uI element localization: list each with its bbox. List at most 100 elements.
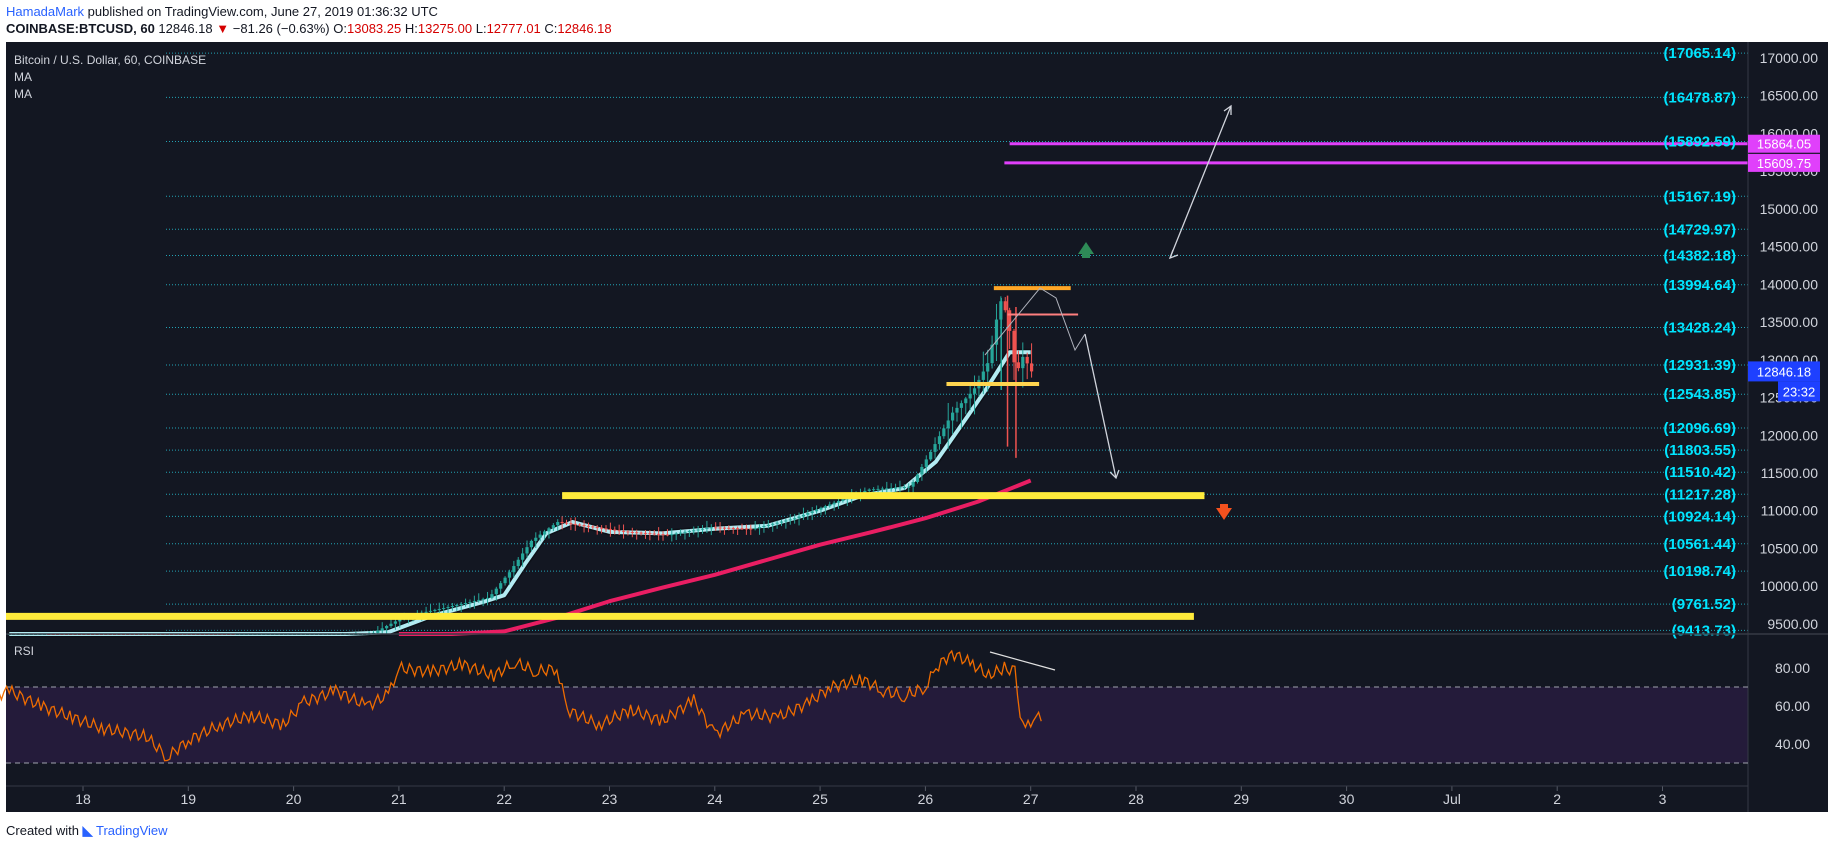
candle-body — [876, 488, 880, 490]
candle-body — [1029, 363, 1034, 372]
candle-body — [955, 407, 959, 413]
candle-body — [753, 528, 757, 530]
candle-body — [398, 619, 402, 622]
candle-body — [459, 604, 463, 606]
candle-body — [529, 540, 534, 548]
candle-body — [898, 487, 902, 489]
tradingview-logo-icon[interactable]: ◣ — [82, 823, 93, 838]
candle-body — [806, 513, 810, 515]
candle-body — [437, 608, 441, 610]
time-tick-11: 29 — [1234, 791, 1250, 807]
candle-body — [1008, 310, 1012, 331]
level-label-10: (12096.69) — [1663, 420, 1736, 437]
candle-body — [762, 525, 766, 528]
projection-up-arrowhead — [1223, 104, 1232, 115]
candle-body — [604, 528, 608, 530]
candle-body — [968, 393, 972, 399]
time-tick-10: 28 — [1128, 791, 1144, 807]
candle-body — [542, 531, 547, 535]
level-label-6: (13994.64) — [1663, 277, 1736, 294]
tradingview-brand[interactable]: TradingView — [96, 823, 168, 838]
projection-down-line[interactable] — [1084, 333, 1117, 479]
candle-body — [507, 572, 512, 578]
candle-body — [1016, 362, 1021, 369]
candle-body — [481, 598, 485, 600]
time-tick-14: 2 — [1553, 791, 1561, 807]
chart-legend-title: Bitcoin / U.S. Dollar, 60, COINBASE — [14, 53, 206, 67]
level-label-18: (9413.73) — [1672, 622, 1736, 639]
candle-body — [512, 566, 516, 573]
candle-body — [591, 526, 595, 528]
candle-body — [516, 559, 520, 567]
candle-body — [872, 489, 876, 491]
time-axis-ticks[interactable]: 18 19 20 21 22 23 24 25 26 27 28 29 30 Jul 2 3 — [75, 786, 1667, 807]
candle-body — [433, 609, 437, 611]
level-label-17: (9761.52) — [1672, 596, 1736, 613]
legend-ma-fast[interactable]: MA — [14, 70, 32, 84]
candle-body — [964, 398, 968, 404]
arrow-up-icon — [1078, 242, 1094, 258]
candle-body — [981, 371, 985, 380]
candle-body — [771, 523, 775, 525]
candle-body — [428, 610, 433, 612]
down-arrow-icon: ▼ — [216, 21, 230, 36]
candle-body — [582, 525, 586, 527]
symbol-name: COINBASE:BTCUSD, 60 — [6, 21, 155, 36]
level-label-12: (11510.42) — [1664, 464, 1736, 481]
candle-body — [696, 529, 700, 531]
candle-body — [718, 527, 722, 529]
candle-body — [924, 459, 928, 467]
candle-body — [749, 528, 753, 530]
close-label: C: — [544, 21, 558, 36]
chart-background — [6, 42, 1748, 812]
countdown-tag: 23:32 — [1783, 384, 1816, 399]
candle-body — [784, 520, 788, 522]
candle-body — [472, 600, 476, 602]
level-label-15: (10561.44) — [1663, 536, 1736, 553]
created-with-text: Created with — [6, 823, 79, 838]
candle-body — [1012, 330, 1016, 363]
candle-body — [450, 606, 455, 608]
candle-body — [836, 500, 841, 503]
candle-body — [657, 533, 661, 535]
author-link[interactable]: HamadaMark — [6, 4, 85, 19]
time-tick-1: 19 — [181, 791, 197, 807]
candle-body — [687, 531, 691, 533]
rsi-tick-0: 40.00 — [1775, 736, 1810, 752]
candle-body — [608, 528, 612, 530]
level-label-14: (10924.14) — [1663, 508, 1736, 525]
price-tick-0: 9500.00 — [1767, 616, 1818, 632]
candle-body — [959, 403, 963, 408]
resistance-tag-0: 15864.05 — [1757, 137, 1811, 152]
candle-body — [477, 599, 481, 601]
candle-body — [880, 488, 885, 490]
rsi-line — [0, 649, 1042, 762]
candle-body — [626, 531, 630, 533]
candle-body — [652, 533, 656, 535]
open-value: 13083.25 — [347, 21, 402, 36]
candle-body — [674, 533, 678, 535]
candle-body — [744, 528, 748, 530]
drawn-lines[interactable] — [6, 142, 1748, 620]
candle-body — [525, 547, 529, 554]
candle-body — [560, 522, 564, 524]
candle-body — [683, 531, 687, 533]
rsi-title: RSI — [14, 644, 34, 658]
candle-body — [499, 583, 503, 589]
time-tick-3: 21 — [391, 791, 407, 807]
candle-body — [722, 527, 727, 529]
candle-body — [692, 530, 696, 532]
time-tick-0: 18 — [75, 791, 91, 807]
candle-body — [442, 608, 446, 610]
time-tick-13: Jul — [1443, 791, 1461, 807]
projection-down-arrowhead — [1109, 469, 1120, 480]
publish-line: HamadaMark published on TradingView.com,… — [6, 4, 438, 19]
legend-ma-slow[interactable]: MA — [14, 87, 32, 101]
level-label-4: (14729.97) — [1663, 221, 1736, 238]
price-tick-1: 10000.00 — [1760, 578, 1819, 594]
candle-body — [538, 534, 542, 538]
projection-up-line[interactable] — [1169, 105, 1232, 259]
close-value: 12846.18 — [557, 21, 612, 36]
candle-body — [946, 420, 950, 429]
